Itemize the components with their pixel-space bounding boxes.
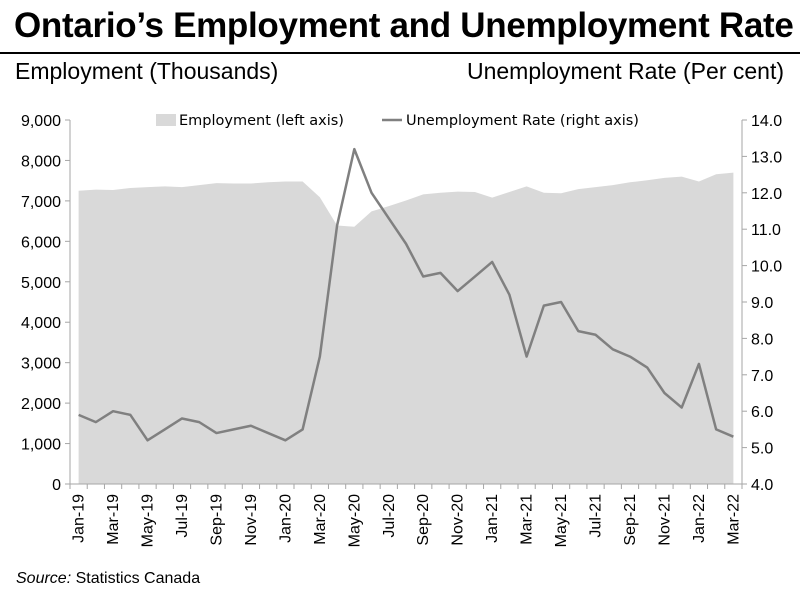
x-tick-label: Jan-21 — [484, 494, 501, 543]
source-label: Source: — [16, 570, 72, 587]
x-tick-label: Nov-19 — [243, 494, 260, 546]
right-tick-label: 6.0 — [751, 404, 773, 421]
left-tick-label: 1,000 — [21, 437, 61, 454]
x-tick-label: Nov-21 — [656, 494, 673, 546]
employment-area — [78, 172, 734, 485]
right-tick-label: 8.0 — [751, 331, 773, 348]
x-tick-label: Jan-20 — [277, 494, 294, 543]
x-tick-label: Jan-22 — [691, 494, 708, 543]
right-tick-label: 14.0 — [751, 113, 782, 130]
left-axis-title: Employment (Thousands) — [15, 58, 279, 84]
right-axis-title: Unemployment Rate (Per cent) — [466, 58, 784, 84]
title-divider — [0, 52, 800, 54]
right-tick-label: 11.0 — [751, 222, 781, 239]
area-layer — [78, 172, 734, 485]
left-tick-label: 5,000 — [21, 275, 61, 292]
legend-label-employment: Employment (left axis) — [179, 113, 344, 129]
x-tick-label: May-21 — [553, 494, 570, 547]
source-text: Statistics Canada — [71, 570, 201, 587]
x-tick-label: Sep-20 — [415, 494, 432, 546]
right-tick-label: 10.0 — [751, 259, 782, 276]
left-tick-label: 8,000 — [21, 153, 61, 170]
right-tick-label: 12.0 — [751, 186, 782, 203]
right-tick-label: 7.0 — [751, 368, 773, 385]
left-tick-label: 9,000 — [21, 113, 61, 130]
left-tick-label: 0 — [52, 477, 61, 494]
left-tick-label: 2,000 — [21, 396, 61, 413]
x-tick-label: Jul-20 — [381, 494, 398, 538]
legend-swatch-employment — [156, 114, 176, 126]
x-tick-label: May-20 — [346, 494, 363, 547]
right-tick-label: 5.0 — [751, 441, 773, 458]
left-tick-label: 3,000 — [21, 356, 61, 373]
x-tick-label: Mar-22 — [725, 494, 742, 545]
x-tick-label: Jan-19 — [71, 494, 88, 543]
left-tick-label: 7,000 — [21, 194, 61, 211]
chart-title: Ontario’s Employment and Unemployment Ra… — [14, 6, 794, 45]
source-note: Source: Statistics Canada — [16, 570, 200, 588]
right-tick-label: 4.0 — [751, 477, 773, 494]
left-tick-label: 6,000 — [21, 234, 61, 251]
right-tick-label: 9.0 — [751, 295, 773, 312]
left-tick-label: 4,000 — [21, 315, 61, 332]
x-tick-label: Jul-21 — [588, 494, 605, 538]
x-tick-label: Mar-21 — [519, 494, 536, 545]
x-tick-label: Jul-19 — [174, 494, 191, 538]
axes-layer: 0 1,000 2,000 3,000 4,000 5,000 6,000 7,000 8,00… — [21, 113, 782, 547]
legend: Employment (left axis) Unemployment Rate… — [156, 113, 639, 129]
x-tick-label: Mar-20 — [312, 494, 329, 545]
x-tick-label: Nov-20 — [450, 494, 467, 546]
x-tick-label: Sep-19 — [208, 494, 225, 546]
x-tick-label: Mar-19 — [105, 494, 122, 545]
line-layer — [78, 147, 734, 442]
right-tick-label: 13.0 — [751, 149, 782, 166]
legend-label-unemployment: Unemployment Rate (right axis) — [406, 113, 639, 129]
unemployment-line — [78, 147, 734, 442]
x-tick-label: Sep-21 — [622, 494, 639, 546]
x-tick-label: May-19 — [140, 494, 157, 547]
